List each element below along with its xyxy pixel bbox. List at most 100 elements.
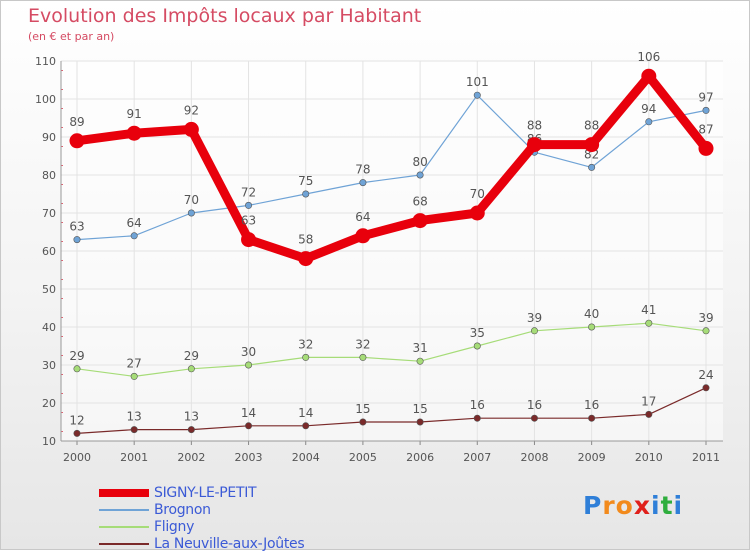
data-point bbox=[645, 118, 653, 126]
data-point bbox=[473, 414, 481, 422]
data-point bbox=[473, 91, 481, 99]
legend-swatch bbox=[99, 509, 149, 511]
data-label: 29 bbox=[69, 349, 84, 363]
logo-letter: r bbox=[602, 491, 616, 520]
data-point bbox=[69, 133, 85, 149]
data-point bbox=[702, 384, 710, 392]
x-tick-label: 2002 bbox=[177, 451, 205, 464]
data-label: 15 bbox=[412, 402, 427, 416]
data-label: 63 bbox=[241, 214, 256, 228]
data-point bbox=[473, 342, 481, 350]
data-label: 75 bbox=[298, 174, 313, 188]
data-label: 88 bbox=[527, 119, 542, 133]
legend-label: Fligny bbox=[154, 519, 195, 535]
data-point bbox=[588, 163, 596, 171]
data-label: 14 bbox=[298, 406, 313, 420]
data-point bbox=[187, 365, 195, 373]
x-tick-label: 2006 bbox=[406, 451, 434, 464]
data-point bbox=[645, 319, 653, 327]
data-point bbox=[412, 213, 428, 229]
data-point bbox=[302, 422, 310, 430]
x-tick-label: 2009 bbox=[578, 451, 606, 464]
data-label: 27 bbox=[127, 356, 142, 370]
data-point bbox=[359, 418, 367, 426]
data-point bbox=[530, 327, 538, 335]
series-line bbox=[76, 387, 707, 434]
data-label: 32 bbox=[298, 337, 313, 351]
data-label: 68 bbox=[412, 195, 427, 209]
y-tick-label: 40 bbox=[42, 321, 56, 334]
data-label: 80 bbox=[412, 155, 427, 169]
data-label: 91 bbox=[127, 107, 142, 121]
y-tick-label: 80 bbox=[42, 169, 56, 182]
data-point bbox=[469, 205, 485, 221]
data-point bbox=[298, 251, 314, 267]
data-point bbox=[130, 232, 138, 240]
series-la-neuville-aux-jo-tes: 12 13 13 14 14 15 15 16 16 16 17 24 bbox=[69, 368, 714, 437]
series-signy-le-petit: 89 91 92 63 58 64 68 70 88 88 106 87 bbox=[69, 50, 714, 267]
data-label: 35 bbox=[470, 326, 485, 340]
data-point bbox=[130, 372, 138, 380]
data-label: 16 bbox=[584, 398, 599, 412]
data-point bbox=[702, 327, 710, 335]
data-label: 14 bbox=[241, 406, 256, 420]
data-label: 29 bbox=[184, 349, 199, 363]
data-label: 70 bbox=[470, 187, 485, 201]
proxiti-logo: Proxiti bbox=[583, 491, 683, 520]
data-point bbox=[126, 125, 142, 141]
data-label: 41 bbox=[641, 303, 656, 317]
y-tick-label: 50 bbox=[42, 283, 56, 296]
data-point bbox=[245, 422, 253, 430]
series-line bbox=[72, 71, 711, 264]
data-label: 39 bbox=[527, 311, 542, 325]
data-point bbox=[416, 418, 424, 426]
legend-label: La Neuville-aux-Joûtes bbox=[154, 536, 305, 552]
y-tick-label: 10 bbox=[42, 435, 56, 448]
data-label: 30 bbox=[241, 345, 256, 359]
y-tick-label: 70 bbox=[42, 207, 56, 220]
data-label: 87 bbox=[698, 122, 713, 136]
data-label: 16 bbox=[470, 398, 485, 412]
x-tick-label: 2001 bbox=[120, 451, 148, 464]
data-point bbox=[245, 361, 253, 369]
y-tick-label: 90 bbox=[42, 131, 56, 144]
logo-letter: x bbox=[633, 491, 651, 520]
data-point bbox=[588, 414, 596, 422]
y-tick-label: 110 bbox=[35, 55, 56, 68]
data-point bbox=[526, 137, 542, 153]
data-point bbox=[355, 228, 371, 244]
data-label: 13 bbox=[184, 410, 199, 424]
data-label: 17 bbox=[641, 394, 656, 408]
legend-label: Brognon bbox=[154, 502, 211, 518]
data-point bbox=[702, 106, 710, 114]
data-label: 92 bbox=[184, 103, 199, 117]
data-point bbox=[416, 357, 424, 365]
x-tick-label: 2007 bbox=[463, 451, 491, 464]
data-label: 70 bbox=[184, 193, 199, 207]
data-point bbox=[245, 201, 253, 209]
y-tick-label: 60 bbox=[42, 245, 56, 258]
series-line bbox=[76, 322, 707, 377]
data-point bbox=[130, 426, 138, 434]
data-label: 106 bbox=[637, 50, 660, 64]
x-tick-label: 2010 bbox=[635, 451, 663, 464]
data-label: 64 bbox=[355, 210, 370, 224]
data-point bbox=[359, 179, 367, 187]
x-tick-label: 2004 bbox=[292, 451, 320, 464]
data-point bbox=[73, 236, 81, 244]
data-point bbox=[641, 68, 657, 84]
data-point bbox=[359, 353, 367, 361]
legend-swatch bbox=[99, 543, 149, 545]
data-label: 88 bbox=[584, 119, 599, 133]
legend-swatch bbox=[99, 489, 149, 497]
data-label: 63 bbox=[69, 220, 84, 234]
data-point bbox=[241, 232, 257, 248]
x-tick-label: 2011 bbox=[692, 451, 720, 464]
data-label: 16 bbox=[527, 398, 542, 412]
data-label: 97 bbox=[698, 90, 713, 104]
data-point bbox=[183, 121, 199, 137]
y-tick-label: 100 bbox=[35, 93, 56, 106]
data-label: 12 bbox=[69, 413, 84, 427]
